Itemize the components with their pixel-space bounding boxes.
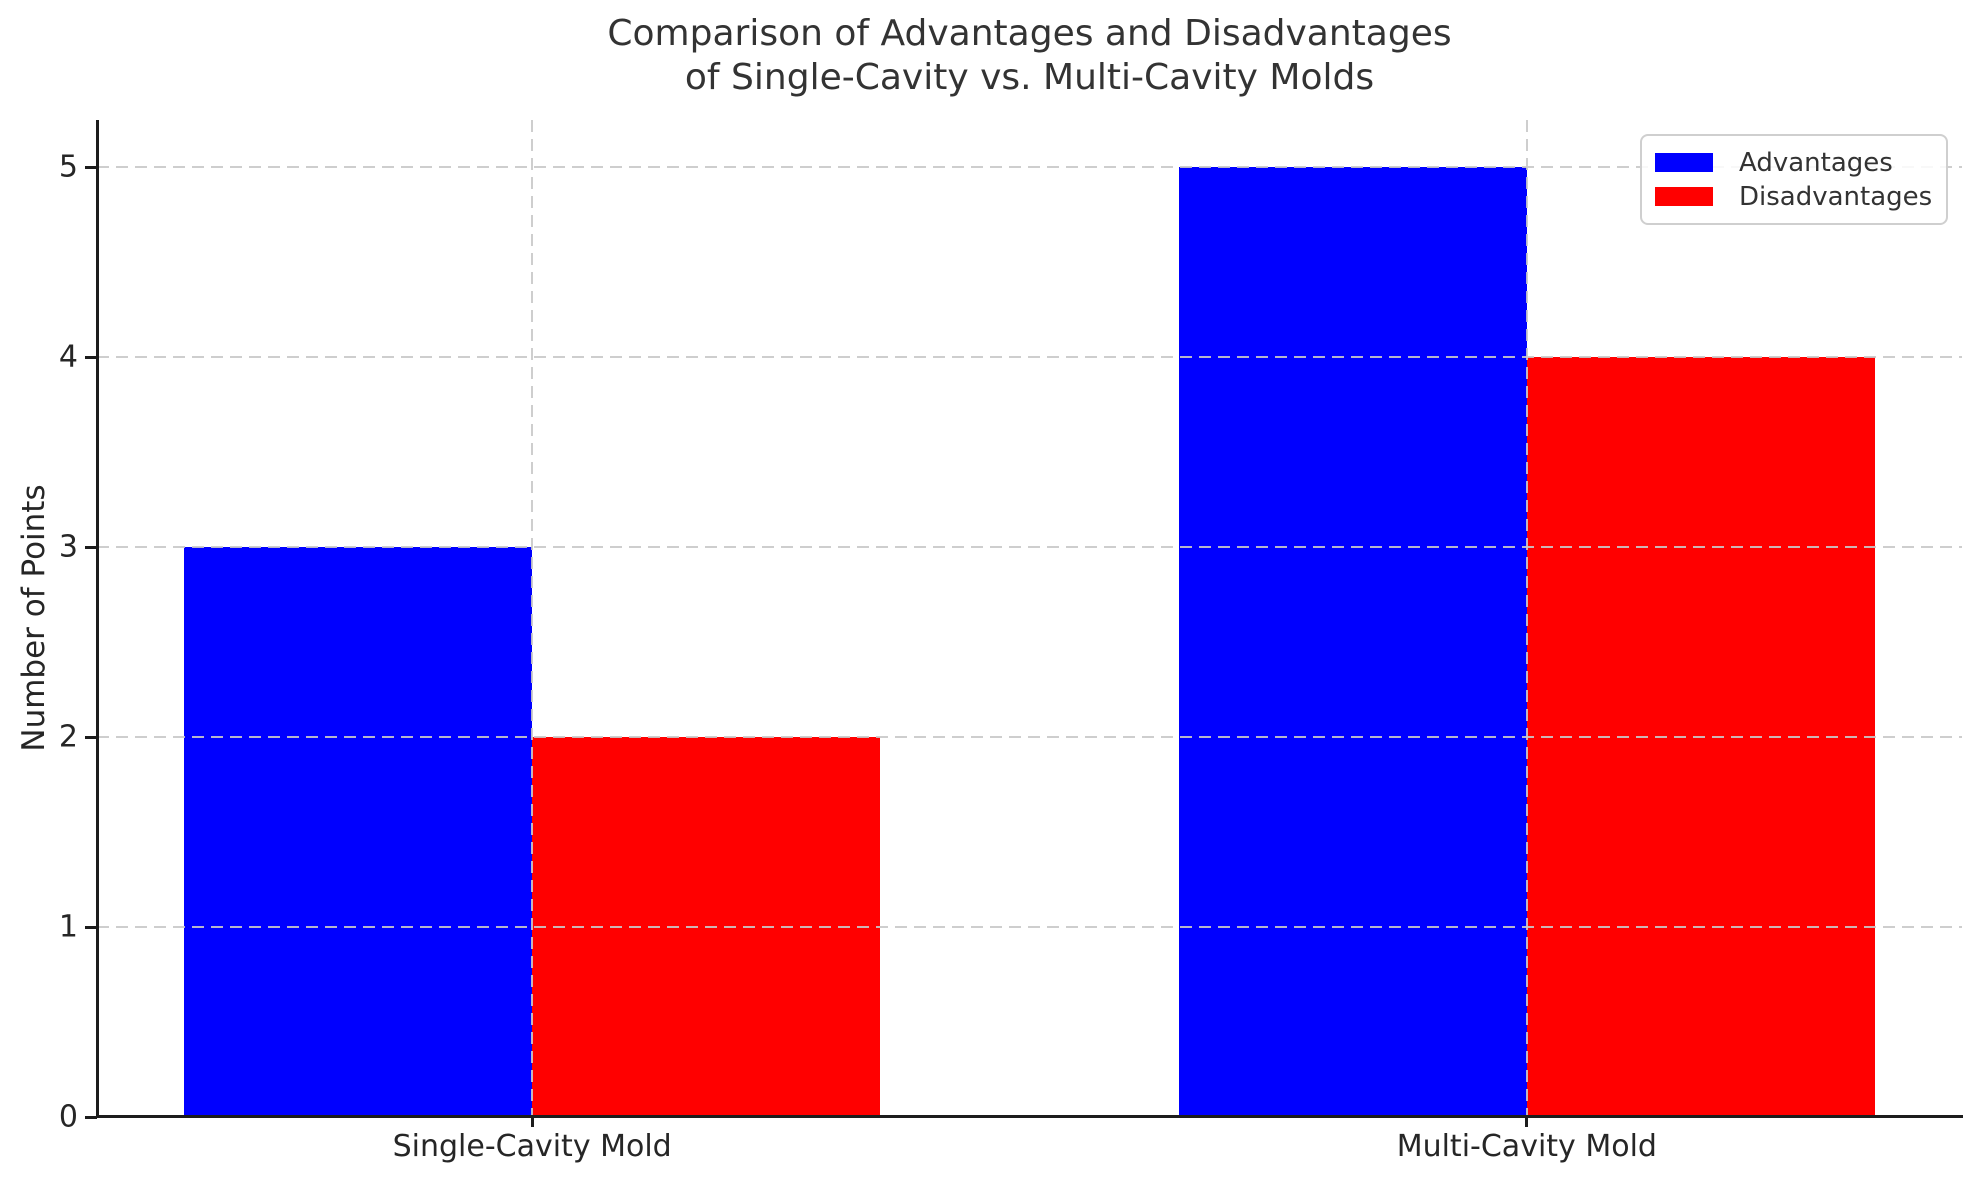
- x-tick-label-0: Single-Cavity Mold: [392, 1129, 672, 1164]
- y-tick-label-3: 3: [58, 529, 78, 565]
- chart-title: Comparison of Advantages and Disadvantag…: [97, 12, 1962, 100]
- y-tick-label-5: 5: [58, 149, 78, 185]
- x-tick-0: [530, 1117, 534, 1127]
- x-tick-label-1: Multi-Cavity Mold: [1396, 1129, 1657, 1164]
- gridline-y-2: [97, 736, 1962, 739]
- gridline-y-4: [97, 356, 1962, 359]
- y-tick-4: [85, 355, 97, 359]
- legend-item-disadvantages: Disadvantages: [1655, 184, 1946, 210]
- y-tick-5: [85, 165, 97, 169]
- grid-layer: [97, 120, 1962, 1117]
- legend: Advantages Disadvantages: [1640, 134, 1948, 225]
- gridline-y-1: [97, 926, 1962, 929]
- y-tick-2: [85, 735, 97, 739]
- y-tick-1: [85, 925, 97, 929]
- x-axis-spine: [96, 1115, 1963, 1118]
- gridline-x-1: [1525, 120, 1528, 1117]
- bar-advantages-0: [184, 547, 533, 1117]
- chart-title-line1: Comparison of Advantages and Disadvantag…: [607, 13, 1452, 54]
- plot-area: [96, 120, 1963, 1118]
- legend-label-advantages: Advantages: [1739, 147, 1893, 178]
- y-tick-3: [85, 545, 97, 549]
- chart-title-line2: of Single-Cavity vs. Multi-Cavity Molds: [684, 57, 1375, 98]
- legend-label-disadvantages: Disadvantages: [1739, 181, 1933, 212]
- legend-item-advantages: Advantages: [1655, 150, 1946, 176]
- gridline-y-3: [97, 546, 1962, 549]
- y-tick-0: [85, 1115, 97, 1119]
- legend-swatch-advantages: [1655, 153, 1713, 172]
- y-tick-label-4: 4: [58, 339, 78, 375]
- gridline-y-5: [97, 166, 1962, 169]
- y-tick-label-2: 2: [58, 719, 78, 755]
- y-tick-label-1: 1: [58, 909, 78, 945]
- y-axis-spine: [96, 120, 99, 1117]
- legend-swatch-disadvantages: [1655, 187, 1713, 206]
- y-tick-label-0: 0: [58, 1099, 78, 1135]
- x-tick-1: [1525, 1117, 1529, 1127]
- bar-advantages-1: [1178, 167, 1527, 1117]
- gridline-x-0: [531, 120, 534, 1117]
